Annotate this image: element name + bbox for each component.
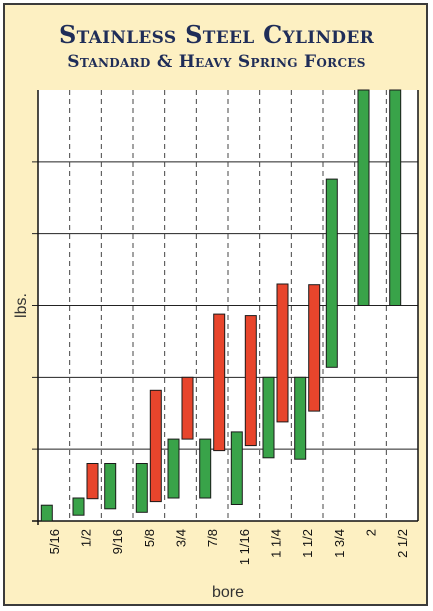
range-bar-standard (167, 438, 180, 499)
x-tick-label: 7/8 (205, 529, 220, 547)
range-bar-standard (230, 431, 243, 505)
x-tick-label: 1/2 (79, 529, 94, 547)
x-tick-label: 1 3/4 (332, 529, 347, 558)
range-bar-standard (40, 504, 53, 522)
x-tick-label: 5/16 (47, 529, 62, 554)
range-bar-heavy (86, 463, 99, 500)
range-bar-heavy (181, 376, 194, 440)
range-bar-standard (357, 89, 370, 306)
range-bar-standard (199, 438, 212, 499)
range-bar-heavy (308, 284, 321, 412)
range-bar-heavy (149, 389, 162, 503)
range-bar-standard (262, 376, 275, 459)
x-tick-label: 1 1/16 (237, 529, 252, 565)
x-tick-label: 2 (364, 529, 379, 536)
range-bar-standard (135, 463, 148, 513)
range-bar-standard (389, 89, 402, 306)
x-tick-label: 9/16 (110, 529, 125, 554)
x-tick-label: 5/8 (142, 529, 157, 547)
x-tick-label: 3/4 (174, 529, 189, 547)
range-bar-standard (294, 376, 307, 460)
range-bar-heavy (244, 315, 257, 447)
x-tick-label: 1 1/2 (300, 529, 315, 558)
range-bar-heavy (213, 313, 226, 452)
range-bar-standard (104, 463, 117, 510)
x-tick-label: 2 1/2 (395, 529, 410, 558)
range-bar-standard (325, 178, 338, 368)
chart-subtitle: Standard & Heavy Spring Forces (67, 52, 366, 72)
chart-title: Stainless Steel Cylinder (58, 20, 375, 49)
range-bar-standard (72, 497, 85, 516)
y-axis-label: lbs. (13, 293, 30, 318)
x-axis-label: bore (212, 584, 244, 601)
x-tick-label: 1 1/4 (269, 529, 284, 558)
range-bar-heavy (276, 283, 289, 423)
